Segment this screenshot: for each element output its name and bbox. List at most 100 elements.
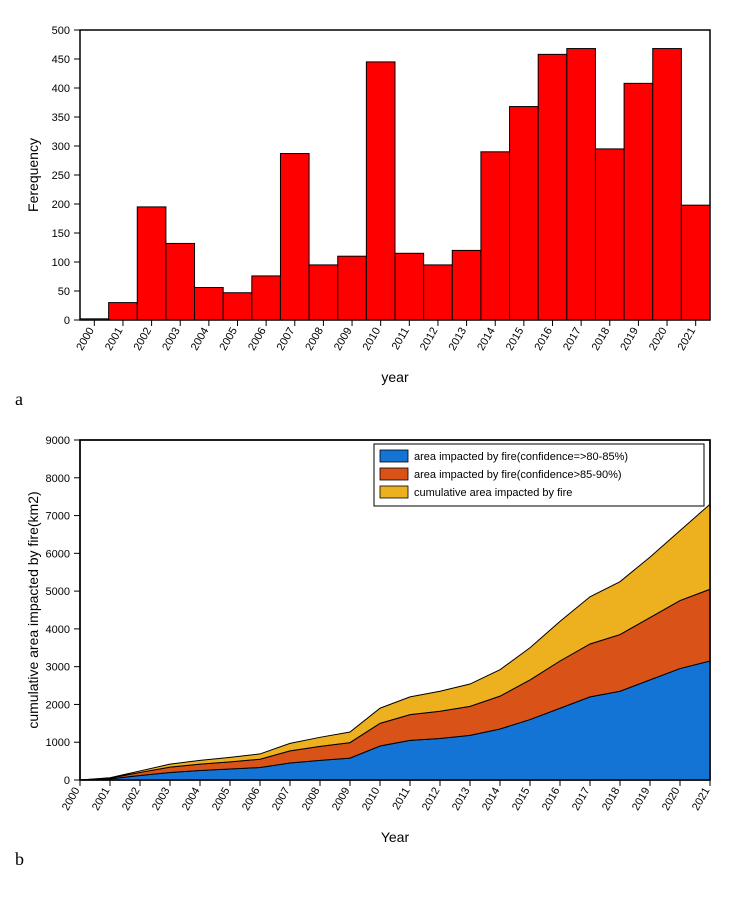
svg-text:2010: 2010 bbox=[360, 786, 383, 813]
panel-label-a: a bbox=[15, 389, 23, 410]
svg-text:250: 250 bbox=[52, 170, 70, 182]
bar bbox=[252, 276, 281, 320]
svg-text:2004: 2004 bbox=[180, 786, 203, 813]
svg-text:2002: 2002 bbox=[120, 786, 143, 813]
svg-text:2000: 2000 bbox=[74, 326, 97, 353]
xlabel: Year bbox=[381, 829, 410, 845]
svg-text:2021: 2021 bbox=[690, 786, 713, 813]
svg-text:50: 50 bbox=[58, 286, 70, 298]
legend: area impacted by fire(confidence=>80-85%… bbox=[374, 444, 704, 506]
svg-text:2018: 2018 bbox=[600, 786, 623, 813]
bar bbox=[137, 207, 166, 320]
bar bbox=[538, 54, 567, 320]
svg-text:cumulative area impacted by fi: cumulative area impacted by fire bbox=[414, 487, 572, 499]
svg-text:2021: 2021 bbox=[676, 326, 699, 353]
svg-text:5000: 5000 bbox=[46, 586, 70, 598]
svg-text:150: 150 bbox=[52, 228, 70, 240]
svg-text:2019: 2019 bbox=[618, 326, 641, 353]
svg-text:2008: 2008 bbox=[303, 326, 326, 353]
svg-text:2014: 2014 bbox=[475, 326, 498, 353]
panel-label-b: b bbox=[15, 849, 24, 870]
svg-text:2009: 2009 bbox=[330, 786, 353, 813]
svg-text:2016: 2016 bbox=[540, 786, 563, 813]
svg-text:500: 500 bbox=[52, 25, 70, 37]
svg-text:2017: 2017 bbox=[570, 786, 593, 813]
bar bbox=[595, 149, 624, 320]
svg-text:0: 0 bbox=[64, 775, 70, 787]
svg-text:2004: 2004 bbox=[189, 326, 212, 353]
svg-text:8000: 8000 bbox=[46, 473, 70, 485]
bar bbox=[338, 256, 367, 320]
bar bbox=[395, 253, 424, 320]
xlabel: year bbox=[381, 369, 409, 385]
svg-text:2006: 2006 bbox=[240, 786, 263, 813]
chart-b-container: 0 1000 2000 3000 4000 5000 6000 7000 8000 9000 200… bbox=[20, 430, 729, 850]
bar bbox=[567, 49, 596, 320]
svg-text:2019: 2019 bbox=[630, 786, 653, 813]
svg-text:2017: 2017 bbox=[561, 326, 584, 353]
svg-text:2013: 2013 bbox=[447, 326, 470, 353]
svg-text:450: 450 bbox=[52, 54, 70, 66]
svg-text:2007: 2007 bbox=[275, 326, 298, 353]
svg-text:2006: 2006 bbox=[246, 326, 269, 353]
ylabel: Ferequency bbox=[25, 138, 41, 212]
svg-text:9000: 9000 bbox=[46, 435, 70, 447]
bar bbox=[624, 83, 653, 320]
svg-text:4000: 4000 bbox=[46, 624, 70, 636]
svg-text:6000: 6000 bbox=[46, 548, 70, 560]
svg-text:2008: 2008 bbox=[300, 786, 323, 813]
svg-text:2011: 2011 bbox=[390, 786, 412, 812]
svg-text:2020: 2020 bbox=[647, 326, 670, 353]
svg-text:2003: 2003 bbox=[150, 786, 173, 813]
svg-text:2014: 2014 bbox=[480, 786, 503, 813]
svg-text:2003: 2003 bbox=[160, 326, 183, 353]
svg-text:2007: 2007 bbox=[270, 786, 293, 813]
svg-text:2013: 2013 bbox=[450, 786, 473, 813]
bar bbox=[280, 154, 309, 320]
svg-text:2016: 2016 bbox=[532, 326, 555, 353]
svg-text:2020: 2020 bbox=[660, 786, 683, 813]
svg-text:7000: 7000 bbox=[46, 511, 70, 523]
bar bbox=[424, 265, 453, 320]
svg-text:1000: 1000 bbox=[46, 737, 70, 749]
svg-text:2010: 2010 bbox=[361, 326, 384, 353]
svg-text:2012: 2012 bbox=[418, 326, 441, 353]
svg-text:2005: 2005 bbox=[210, 786, 233, 813]
bar bbox=[366, 62, 395, 320]
svg-text:area impacted by fire(confiden: area impacted by fire(confidence>85-90%) bbox=[414, 469, 622, 481]
svg-text:400: 400 bbox=[52, 83, 70, 95]
bar bbox=[481, 152, 510, 320]
chart-b-svg: 0 1000 2000 3000 4000 5000 6000 7000 8000 9000 200… bbox=[20, 430, 720, 850]
bar bbox=[109, 303, 138, 320]
svg-text:2015: 2015 bbox=[510, 786, 533, 813]
svg-text:2012: 2012 bbox=[420, 786, 443, 813]
svg-text:2001: 2001 bbox=[103, 326, 126, 353]
svg-text:100: 100 bbox=[52, 257, 70, 269]
bar bbox=[195, 288, 224, 320]
svg-text:area impacted by fire(confiden: area impacted by fire(confidence=>80-85%… bbox=[414, 451, 628, 463]
svg-text:2018: 2018 bbox=[590, 326, 613, 353]
bar bbox=[166, 243, 195, 320]
svg-text:2000: 2000 bbox=[60, 786, 83, 813]
svg-text:350: 350 bbox=[52, 112, 70, 124]
svg-text:2001: 2001 bbox=[90, 786, 113, 813]
chart-a-svg: 0 50 100 150 200 250 300 350 400 450 500 2000 2001 20… bbox=[20, 20, 720, 390]
ylabel: cumulative area impacted by fire(km2) bbox=[25, 491, 41, 728]
bar bbox=[452, 250, 481, 320]
bar bbox=[653, 49, 682, 320]
bar bbox=[309, 265, 338, 320]
svg-text:2015: 2015 bbox=[504, 326, 527, 353]
chart-a-container: 0 50 100 150 200 250 300 350 400 450 500 2000 2001 20… bbox=[20, 20, 729, 390]
svg-text:0: 0 bbox=[64, 315, 70, 327]
bar bbox=[223, 293, 252, 320]
svg-text:3000: 3000 bbox=[46, 662, 70, 674]
svg-text:300: 300 bbox=[52, 141, 70, 153]
svg-text:2005: 2005 bbox=[217, 326, 240, 353]
bar bbox=[80, 319, 109, 320]
bar bbox=[510, 107, 539, 320]
svg-text:2002: 2002 bbox=[132, 326, 155, 353]
svg-text:2009: 2009 bbox=[332, 326, 355, 353]
svg-text:200: 200 bbox=[52, 199, 70, 211]
svg-text:2000: 2000 bbox=[46, 699, 70, 711]
bar bbox=[681, 205, 710, 320]
